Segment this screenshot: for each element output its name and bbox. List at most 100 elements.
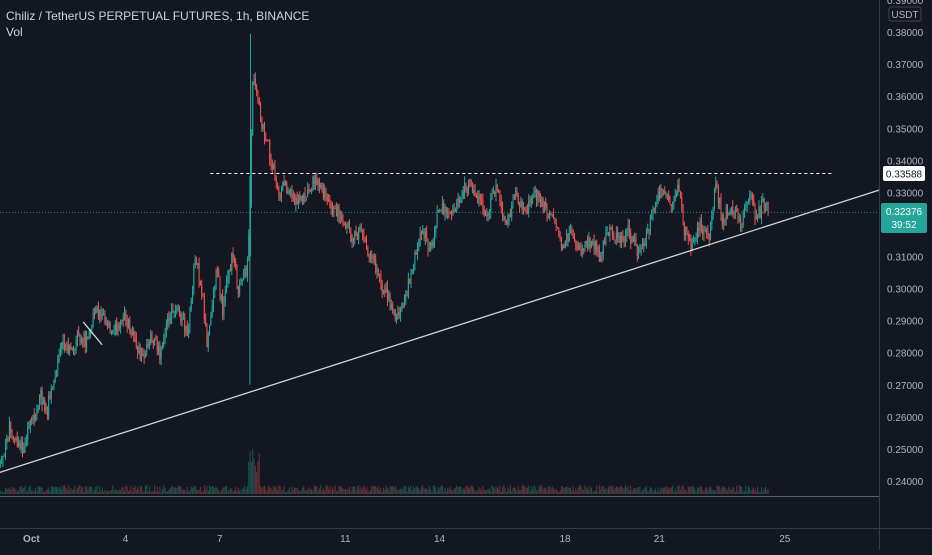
last-price-tag bbox=[881, 203, 927, 233]
candle-body bbox=[553, 214, 555, 220]
volume-bar bbox=[82, 486, 84, 494]
volume-bar bbox=[435, 487, 437, 494]
candle-body bbox=[589, 237, 591, 248]
candle-body bbox=[505, 219, 507, 225]
volume-bar bbox=[99, 486, 101, 494]
candle-body bbox=[655, 203, 657, 210]
volume-bar bbox=[503, 485, 505, 494]
candle-body bbox=[639, 248, 641, 253]
volume-bar bbox=[366, 490, 368, 494]
volume-bar bbox=[736, 485, 738, 494]
candle-body bbox=[536, 190, 538, 202]
volume-bar bbox=[475, 491, 477, 494]
candle-body bbox=[388, 293, 390, 300]
symbol-title[interactable]: Chiliz / TetherUS PERPETUAL FUTURES, 1h,… bbox=[6, 9, 310, 23]
candle-body bbox=[757, 216, 759, 218]
volume-bar bbox=[381, 491, 383, 494]
volume-bar bbox=[452, 490, 454, 494]
volume-bar bbox=[265, 488, 267, 494]
candle-body bbox=[689, 237, 691, 239]
volume-bar bbox=[286, 491, 288, 494]
candle-body bbox=[611, 228, 613, 236]
volume-bar bbox=[155, 490, 157, 494]
candle-body bbox=[549, 211, 551, 219]
candle-body bbox=[423, 230, 425, 239]
candle-body bbox=[118, 326, 120, 328]
volume-bar bbox=[539, 486, 541, 494]
candle-body bbox=[100, 310, 102, 316]
candle-body bbox=[390, 304, 392, 308]
candle-body bbox=[169, 317, 171, 322]
volume-bar bbox=[517, 486, 519, 494]
volume-bar bbox=[729, 488, 731, 494]
volume-bar bbox=[133, 487, 135, 494]
candle-body bbox=[475, 195, 477, 197]
candle-body bbox=[392, 304, 394, 311]
volume-bar bbox=[749, 487, 751, 494]
volume-bar bbox=[117, 490, 119, 494]
volume-bar bbox=[376, 487, 378, 494]
candle-body bbox=[604, 241, 606, 245]
candle-body bbox=[431, 242, 433, 247]
candle-body bbox=[329, 201, 331, 206]
volume-bar bbox=[130, 485, 132, 494]
volume-bar bbox=[198, 490, 200, 494]
candle-body bbox=[414, 252, 416, 265]
volume-bar bbox=[288, 487, 290, 494]
candle-body bbox=[673, 201, 675, 205]
volume-bar bbox=[681, 486, 683, 494]
candle-body bbox=[194, 259, 196, 268]
candle-body bbox=[275, 178, 277, 183]
volume-bar bbox=[486, 489, 488, 494]
candle-body bbox=[457, 197, 459, 202]
candle-body bbox=[634, 238, 636, 243]
candle-body bbox=[630, 232, 632, 243]
volume-bar bbox=[219, 491, 221, 494]
volume-bar bbox=[74, 485, 76, 494]
candle-body bbox=[545, 201, 547, 208]
volume-indicator-label[interactable]: Vol bbox=[6, 25, 23, 39]
candle-body bbox=[74, 348, 76, 350]
volume-bar bbox=[668, 488, 670, 494]
volume-bar bbox=[454, 488, 456, 494]
candle-body bbox=[473, 190, 475, 194]
candle-body bbox=[405, 294, 407, 301]
volume-bar bbox=[146, 485, 148, 494]
volume-bar bbox=[478, 487, 480, 494]
candle-body bbox=[42, 399, 44, 405]
candle-body bbox=[566, 233, 568, 242]
volume-bar bbox=[490, 490, 492, 494]
volume-bar bbox=[750, 490, 752, 494]
candle-body bbox=[15, 438, 17, 440]
volume-bar bbox=[384, 489, 386, 494]
candle-body bbox=[682, 205, 684, 225]
candle-body bbox=[520, 200, 522, 208]
candle-body bbox=[602, 241, 604, 256]
candle-body bbox=[117, 326, 119, 334]
candle-body bbox=[521, 200, 523, 210]
volume-bar bbox=[676, 491, 678, 494]
candle-body bbox=[439, 210, 441, 212]
volume-bar bbox=[48, 487, 50, 494]
volume-bar bbox=[118, 489, 120, 494]
volume-bar bbox=[11, 487, 13, 494]
candle-body bbox=[528, 200, 530, 213]
volume-bar bbox=[186, 486, 188, 494]
volume-bar bbox=[606, 489, 608, 494]
candle-body bbox=[491, 193, 493, 199]
candle-body bbox=[129, 320, 131, 331]
candle-body bbox=[755, 216, 757, 219]
volume-bar bbox=[703, 491, 705, 494]
candle-body bbox=[358, 227, 360, 240]
volume-bar bbox=[682, 485, 684, 494]
volume-bar bbox=[669, 487, 671, 494]
volume-bar bbox=[607, 487, 609, 494]
candle-body bbox=[138, 347, 140, 353]
candle-body bbox=[706, 229, 708, 232]
candle-body bbox=[296, 197, 298, 205]
volume-bar bbox=[526, 487, 528, 494]
volume-bar bbox=[156, 486, 158, 494]
volume-bar bbox=[42, 491, 44, 494]
volume-bar bbox=[522, 485, 524, 494]
